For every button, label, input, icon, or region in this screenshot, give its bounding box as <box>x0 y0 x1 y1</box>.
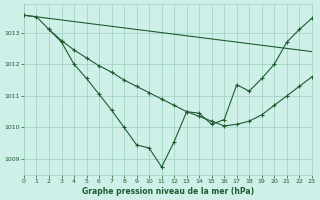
X-axis label: Graphe pression niveau de la mer (hPa): Graphe pression niveau de la mer (hPa) <box>82 187 254 196</box>
